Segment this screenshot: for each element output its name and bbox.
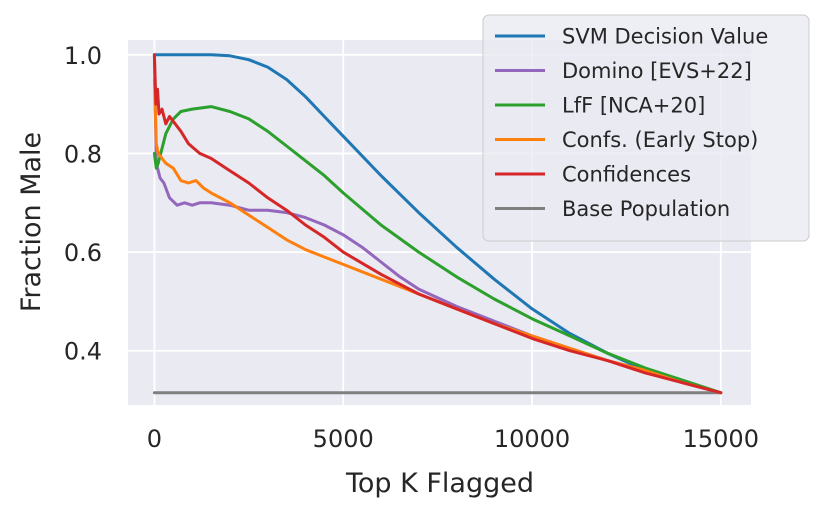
legend-label: SVM Decision Value xyxy=(562,25,768,49)
y-axis-label: Fraction Male xyxy=(16,132,47,312)
legend-label: LfF [NCA+20] xyxy=(562,94,705,118)
series-line-confs-early-stop xyxy=(152,78,723,395)
x-tick-label: 0 xyxy=(147,425,162,453)
legend-label: Base Population xyxy=(562,197,730,221)
series-lines xyxy=(152,53,723,395)
y-tick-label: 0.4 xyxy=(64,338,102,366)
y-tick-label: 1.0 xyxy=(64,42,102,70)
legend-label: Confs. (Early Stop) xyxy=(562,128,758,152)
series-line-confidences xyxy=(152,53,723,395)
legend-label: Confidences xyxy=(562,163,691,187)
x-tick-label: 10000 xyxy=(494,425,570,453)
x-tick-label: 5000 xyxy=(313,425,374,453)
legend: SVM Decision Value Domino [EVS+22] LfF [NC… xyxy=(482,14,810,242)
x-axis-label: Top K Flagged xyxy=(345,468,534,499)
series-line-lff-nca-20 xyxy=(152,105,723,395)
legend-label: Domino [EVS+22] xyxy=(562,59,752,83)
tick-labels: 0 5000 10000 15000 0.4 0.6 0.8 1.0 xyxy=(64,42,759,453)
legend-frame xyxy=(482,14,810,242)
y-tick-label: 0.8 xyxy=(64,140,102,168)
y-tick-label: 0.6 xyxy=(64,239,102,267)
x-tick-label: 15000 xyxy=(683,425,759,453)
